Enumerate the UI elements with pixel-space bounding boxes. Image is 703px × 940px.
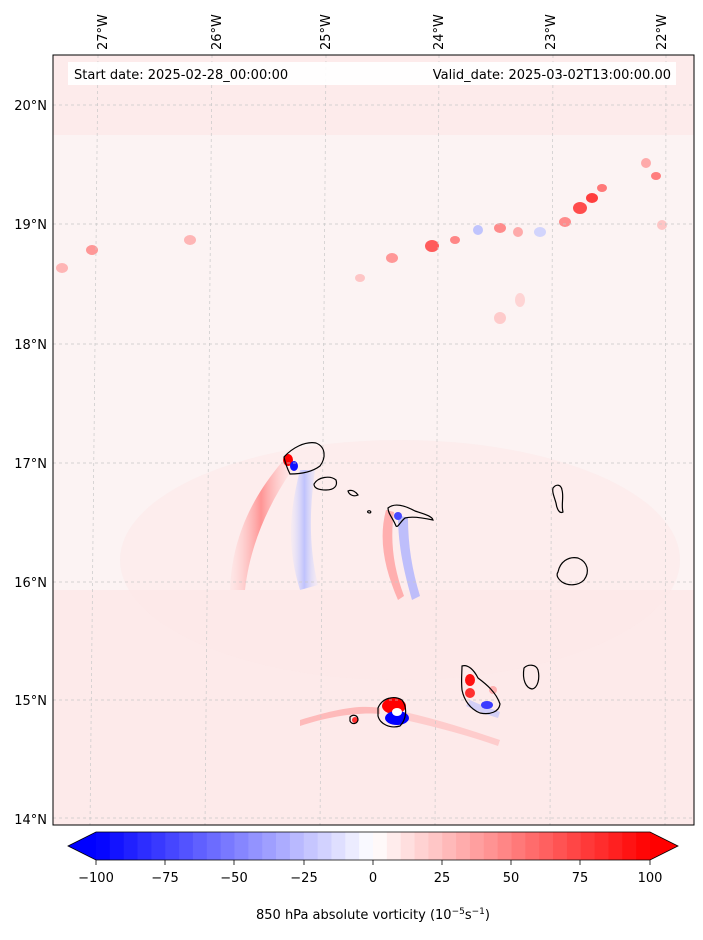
colorbar-cell <box>373 832 388 860</box>
colorbar-tick: −50 <box>220 871 247 886</box>
lon-label-22w: 22°W <box>655 14 670 50</box>
map-area: Start date: 2025-02-28_00:00:00 Valid_da… <box>52 54 695 826</box>
colorbar-cell <box>511 832 526 860</box>
colorbar-cell <box>137 832 152 860</box>
colorbar-ticks: −100 −75 −50 −25 0 25 50 75 100 <box>78 871 662 886</box>
lat-label-16n: 16°N <box>14 576 47 591</box>
colorbar-tick: 100 <box>638 871 663 886</box>
colorbar-cell <box>331 832 346 860</box>
colorbar-cell <box>179 832 194 860</box>
lat-label-17n: 17°N <box>14 457 47 472</box>
colorbar-tick: 75 <box>572 871 589 886</box>
colorbar-cell <box>428 832 443 860</box>
colorbar-cell <box>636 832 651 860</box>
island-vortices <box>283 454 497 725</box>
colorbar-tick: 25 <box>434 871 451 886</box>
island-santo-antao <box>283 442 325 475</box>
island-maio <box>522 664 540 690</box>
colorbar-tick: −25 <box>290 871 317 886</box>
colorbar-cell <box>359 832 374 860</box>
latitude-labels: 20°N 19°N 18°N 17°N 16°N 15°N 14°N <box>14 99 47 828</box>
colorbar-cell <box>400 832 416 860</box>
colorbar-cell <box>469 832 485 860</box>
colorbar-cell <box>566 832 582 860</box>
longitude-labels: 27°W 26°W 25°W 24°W 23°W 22°W <box>96 14 670 50</box>
lat-label-15n: 15°N <box>14 694 47 709</box>
date-banner <box>68 62 676 85</box>
colorbar-cell <box>539 832 554 860</box>
colorbar-tick: −75 <box>151 871 178 886</box>
island-sal <box>552 484 564 514</box>
colorbar-cell <box>248 832 263 860</box>
graticule <box>53 55 694 825</box>
colorbar-cell <box>414 832 429 860</box>
vorticity-field <box>53 55 694 825</box>
valid-date-label: Valid_date: 2025-03-02T13:00:00.00 <box>433 68 671 83</box>
vorticity-band-north <box>56 158 667 324</box>
lon-label-24w: 24°W <box>432 14 447 50</box>
colorbar-cell <box>580 832 596 860</box>
lat-label-14n: 14°N <box>14 813 47 828</box>
colorbar-cell <box>456 832 471 860</box>
colorbar-cell <box>220 832 236 860</box>
colorbar-extend-min <box>68 832 96 860</box>
colorbar-cell <box>165 832 180 860</box>
colorbar-tick: −100 <box>78 871 114 886</box>
lon-label-26w: 26°W <box>210 14 225 50</box>
colorbar-cell <box>151 832 166 860</box>
colorbar: −100 −75 −50 −25 0 25 50 75 100 850 hPa … <box>67 831 679 923</box>
colorbar-cell <box>483 832 499 860</box>
colorbar-cell <box>96 832 111 860</box>
colorbar-cell <box>276 832 291 860</box>
lat-label-18n: 18°N <box>14 338 47 353</box>
colorbar-cell <box>303 832 319 860</box>
colorbar-tick: 0 <box>369 871 377 886</box>
island-brava <box>349 714 359 725</box>
coastlines <box>283 442 588 728</box>
colorbar-cell <box>206 832 222 860</box>
colorbar-cell <box>594 832 610 860</box>
colorbar-cell <box>553 832 568 860</box>
map-frame <box>52 54 695 826</box>
island-boa-vista <box>556 557 588 586</box>
colorbar-cell <box>345 832 360 860</box>
colorbar-cell <box>262 832 277 860</box>
colorbar-cell <box>123 832 139 860</box>
colorbar-cell <box>622 832 637 860</box>
colorbar-cell <box>525 832 540 860</box>
lat-label-19n: 19°N <box>14 218 47 233</box>
lon-label-23w: 23°W <box>544 14 559 50</box>
colorbar-cell <box>317 832 333 860</box>
lat-label-20n: 20°N <box>14 99 47 114</box>
start-date-label: Start date: 2025-02-28_00:00:00 <box>74 68 288 83</box>
colorbar-extend-max <box>650 832 678 860</box>
colorbar-cell <box>109 832 125 860</box>
colorbar-cell <box>234 832 249 860</box>
colorbar-tick: 50 <box>503 871 520 886</box>
colorbar-cell <box>442 832 457 860</box>
island-fogo <box>377 697 407 728</box>
lon-label-27w: 27°W <box>96 14 111 50</box>
colorbar-cell <box>192 832 208 860</box>
island-sao-nicolau <box>387 504 434 527</box>
island-santa-luzia <box>347 489 359 497</box>
island-santiago <box>460 665 501 715</box>
colorbar-cell <box>608 832 623 860</box>
island-sao-vicente <box>313 476 338 491</box>
colorbar-cells <box>68 832 678 860</box>
colorbar-cell <box>386 832 402 860</box>
island-islet <box>367 510 372 514</box>
colorbar-cell <box>497 832 513 860</box>
colorbar-cell <box>289 832 305 860</box>
lon-label-25w: 25°W <box>319 14 334 50</box>
colorbar-label: 850 hPa absolute vorticity (10−5s−1) <box>256 907 490 923</box>
